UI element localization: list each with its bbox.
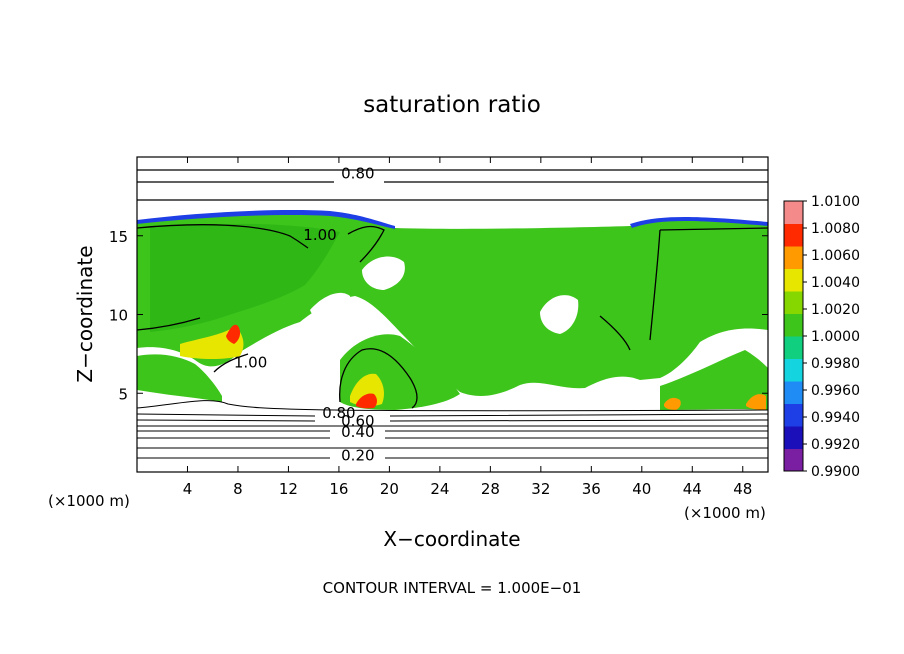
colorbar-label: 0.9960 — [811, 383, 860, 399]
contour-line-100-upper — [136, 224, 385, 263]
contour-line-lower — [136, 413, 769, 417]
x-tick-label: 44 — [683, 480, 702, 498]
field-region-lower-left — [137, 354, 222, 402]
colorbar-swatch — [784, 313, 803, 337]
chart-title: saturation ratio — [363, 92, 541, 118]
field-region-gap-2 — [310, 292, 351, 320]
contour-labels: 0.801.001.000.800.600.400.20 — [234, 164, 375, 464]
contour-label: 1.00 — [234, 353, 267, 371]
field-region-lower-right — [660, 350, 768, 410]
contour-line-lower — [136, 419, 769, 422]
contour-line-100-right — [599, 227, 769, 351]
colorbar-swatch — [784, 358, 803, 382]
contour-interval-note: CONTOUR INTERVAL = 1.000E−01 — [323, 579, 582, 597]
contour-label: 0.20 — [341, 446, 374, 464]
field-region-gap-1 — [362, 256, 405, 290]
field-region-red-left — [226, 324, 241, 344]
x-tick-label: 20 — [380, 480, 399, 498]
contour-label: 1.00 — [303, 226, 336, 244]
contour-line-lower — [136, 400, 769, 412]
colorbar-label: 0.9900 — [811, 464, 860, 480]
colorbar-label: 0.9940 — [811, 410, 860, 426]
x-tick-label: 40 — [632, 480, 651, 498]
colorbar: 1.0100 1.0080 1.0060 1.0040 1.0020 1.0000 0.99… — [783, 194, 860, 480]
x-tick-label: 16 — [329, 480, 348, 498]
x-tick-label: 36 — [582, 480, 601, 498]
field-region-blue-edge-right — [630, 217, 768, 228]
contour-label: 0.40 — [341, 423, 374, 441]
contour-label: 0.80 — [341, 164, 374, 182]
colorbar-label: 0.9980 — [811, 356, 860, 372]
colorbar-label: 1.0040 — [811, 275, 860, 291]
x-axis-title: X−coordinate — [383, 527, 520, 551]
y-tick-label: 5 — [118, 385, 128, 403]
field-region-blue-edge — [137, 210, 395, 229]
x-tick-label: 28 — [481, 480, 500, 498]
colorbar-swatch — [784, 223, 803, 247]
contour-line-100-left — [136, 317, 249, 373]
colorbar-label: 1.0080 — [811, 221, 860, 237]
y-tick-label: 10 — [109, 307, 128, 325]
field-region-orange-right-2 — [746, 394, 766, 410]
colorbar-label: 1.0000 — [811, 329, 860, 345]
x-tick-label: 48 — [733, 480, 752, 498]
x-axis-ticks: 4 8 12 16 20 24 28 32 36 40 44 48 — [183, 157, 752, 498]
contour-label: 0.80 — [322, 404, 355, 422]
colorbar-swatch — [784, 426, 803, 449]
field-region-gap-3 — [540, 295, 579, 334]
x-unit-left: (×1000 m) — [48, 492, 130, 510]
field-region-upper-dark — [150, 223, 340, 332]
colorbar-swatch — [784, 381, 803, 404]
colorbar-swatch — [784, 268, 803, 292]
x-tick-label: 32 — [531, 480, 550, 498]
y-tick-label: 15 — [109, 228, 128, 246]
x-unit-right: (×1000 m) — [684, 504, 766, 522]
colorbar-label: 0.9920 — [811, 437, 860, 453]
plot-area: 0.801.001.000.800.600.400.20 4 8 12 16 20 24 2… — [109, 156, 769, 498]
colorbar-swatch — [784, 246, 803, 269]
x-tick-label: 24 — [430, 480, 449, 498]
colorbar-swatch — [784, 448, 803, 472]
contour-line-100-plume — [339, 348, 418, 409]
x-tick-label: 12 — [279, 480, 298, 498]
colorbar-label: 1.0020 — [811, 302, 860, 318]
field-region-red-plume — [356, 393, 377, 409]
x-tick-label: 4 — [183, 480, 193, 498]
saturation-field — [137, 210, 768, 410]
y-axis-ticks: 5 10 15 — [109, 228, 768, 403]
colorbar-swatch — [784, 403, 803, 427]
colorbar-swatch — [784, 336, 803, 359]
x-tick-label: 8 — [233, 480, 243, 498]
y-axis-title: Z−coordinate — [73, 245, 97, 382]
contour-lines — [136, 169, 769, 459]
colorbar-swatch — [784, 291, 803, 314]
field-region-orange-right-1 — [664, 397, 681, 410]
colorbar-label: 1.0100 — [811, 194, 860, 210]
colorbar-swatch — [784, 201, 803, 224]
colorbar-label: 1.0060 — [811, 248, 860, 264]
contour-label: 0.60 — [341, 412, 374, 430]
